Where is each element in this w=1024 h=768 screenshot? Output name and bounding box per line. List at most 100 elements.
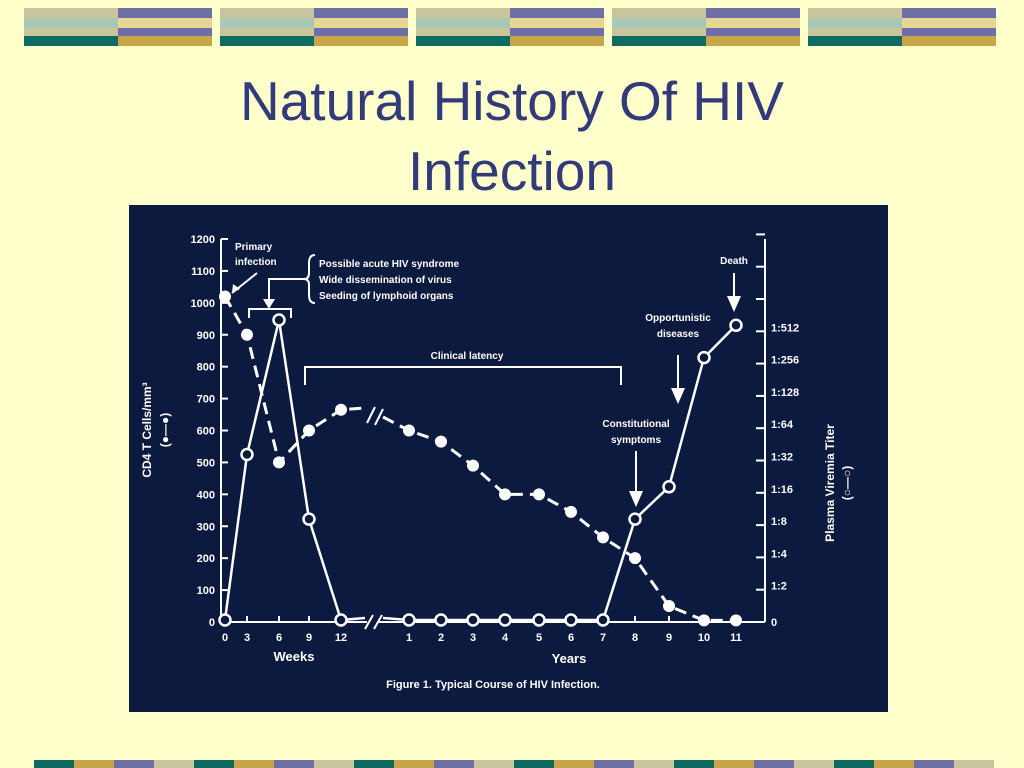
cd4-point (533, 488, 545, 501)
y-tick-label-left: 800 (197, 362, 215, 374)
viremia-point (729, 318, 743, 333)
annotation-primary-infection: Primary (235, 242, 273, 253)
viremia-point (466, 613, 480, 627)
cd4-point (730, 614, 742, 627)
band-tile (394, 760, 434, 768)
y-tick-label-left: 1000 (191, 298, 215, 310)
cd4-point (219, 290, 231, 303)
cd4-point (663, 600, 675, 613)
slide-title: Natural History Of HIV Infection (0, 66, 1024, 206)
cd4-point (467, 459, 479, 472)
viremia-series-line (382, 324, 737, 622)
x-tick-label: 8 (632, 632, 638, 644)
band-tile (634, 760, 674, 768)
band-tile (514, 760, 554, 768)
y-tick-label-right: 1:32 (771, 452, 793, 464)
y-tick-label-left: 1200 (191, 234, 215, 246)
viremia-point (402, 613, 416, 627)
y-axis-title-left: CD4 T Cells/mm³ (140, 382, 154, 477)
band-tile (220, 18, 314, 28)
viremia-point (434, 613, 448, 627)
band-tile (808, 18, 902, 28)
band-tile (416, 18, 510, 28)
band-tile (510, 18, 604, 28)
y-tick-label-right: 1:16 (771, 484, 793, 496)
band-tile (354, 760, 394, 768)
y-tick-label-right: 1:64 (771, 419, 794, 431)
band-tile (220, 36, 314, 46)
y-axis-legend-left: (●—●) (158, 413, 172, 448)
cd4-break-mark (366, 406, 376, 424)
cd4-point (403, 424, 415, 437)
band-tile (510, 8, 604, 18)
cd4-series-line (223, 295, 366, 466)
band-tile (794, 760, 834, 768)
band-tile (808, 8, 902, 18)
x-tick-label: 6 (276, 632, 282, 644)
y-tick-label-left: 100 (197, 585, 215, 597)
hiv-course-figure: 0 100 200 300 400 500 600 700 800 900 1000 1100 1200… (129, 205, 888, 712)
y-tick-label-left: 600 (197, 426, 215, 438)
band-tile (706, 28, 800, 36)
bottom-decorative-band (0, 756, 1024, 768)
band-tile (954, 760, 994, 768)
viremia-point (662, 480, 676, 494)
annotation-opportunistic-diseases: diseases (657, 329, 700, 340)
band-tile (612, 28, 706, 36)
x-tick-label: 12 (335, 632, 347, 644)
band-tile (220, 28, 314, 36)
band-tile (902, 8, 996, 18)
y-axis-legend-right: (○—○) (840, 466, 854, 501)
band-tile (194, 760, 234, 768)
cd4-point (273, 456, 285, 469)
y-tick-label-right: 1:256 (771, 355, 799, 367)
band-tile (706, 18, 800, 28)
band-tile (554, 760, 594, 768)
viremia-point (596, 613, 610, 627)
annotation-death: Death (720, 256, 748, 267)
x-tick-label: 9 (306, 632, 312, 644)
annotation-clinical-latency: Clinical latency (431, 351, 504, 362)
y-tick-label-right: 1:4 (771, 548, 788, 560)
cd4-point (565, 505, 577, 518)
cd4-point (303, 424, 315, 437)
band-tile (274, 760, 314, 768)
band-tile (220, 8, 314, 18)
band-tile (118, 8, 212, 18)
band-tile (754, 760, 794, 768)
band-tile (612, 36, 706, 46)
acute-arrowhead (263, 299, 275, 309)
band-tile (24, 28, 118, 36)
x-tick-label: 7 (600, 632, 606, 644)
viremia-point (532, 613, 546, 627)
y-axis-title-right: Plasma Viremia Titer (823, 424, 837, 542)
cd4-point (499, 488, 511, 501)
x-tick-label: 11 (730, 632, 742, 644)
y-tick-label-left: 1100 (191, 266, 215, 278)
band-tile (808, 28, 902, 36)
band-tile (714, 760, 754, 768)
x-tick-label: 2 (438, 632, 444, 644)
band-tile (118, 28, 212, 36)
top-decorative-band (0, 0, 1024, 50)
band-tile (314, 8, 408, 18)
slide-title-line-1: Natural History Of HIV (239, 70, 784, 132)
band-tile (34, 760, 74, 768)
band-tile (234, 760, 274, 768)
y-tick-label-left: 200 (197, 553, 215, 565)
y-tick-label-right: 1:512 (771, 322, 799, 334)
figure-caption: Figure 1. Typical Course of HIV Infectio… (386, 679, 600, 691)
band-tile (834, 760, 874, 768)
band-tile (674, 760, 714, 768)
band-tile (24, 36, 118, 46)
y-tick-label-right: 1:128 (771, 387, 799, 399)
clinical-latency-bracket (304, 366, 622, 385)
band-tile (510, 28, 604, 36)
annotation-primary-infection: infection (235, 257, 277, 268)
cd4-point (435, 435, 447, 448)
y-tick-label-right: 0 (771, 617, 777, 629)
x-unit-label-weeks: Weeks (274, 649, 315, 664)
x-tick-label: 10 (698, 632, 710, 644)
primary-infection-arrowhead (232, 284, 240, 293)
cd4-point (629, 552, 641, 565)
